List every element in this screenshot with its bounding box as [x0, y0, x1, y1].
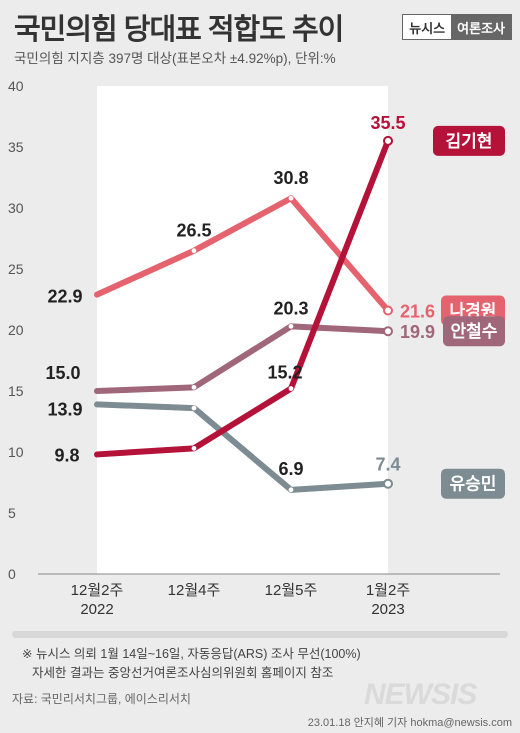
series-badge	[443, 316, 505, 347]
source-text: 자료: 국민리서치그룹, 에이스리서치	[12, 692, 191, 706]
data-point	[191, 248, 197, 254]
x-tick-label: 2022	[80, 601, 113, 618]
data-point	[191, 445, 197, 451]
data-label: 7.4	[375, 455, 400, 475]
data-label: 6.9	[278, 459, 303, 479]
y-tick-label: 15	[8, 383, 24, 399]
divider	[12, 631, 508, 638]
y-tick-label: 40	[8, 78, 24, 94]
data-point-end	[383, 135, 393, 146]
y-tick-label: 10	[8, 444, 24, 460]
data-label: 22.9	[47, 287, 82, 307]
series-badge-label: 김기현	[446, 132, 493, 151]
data-point-end	[383, 478, 393, 489]
series-line	[94, 323, 391, 394]
data-label: 20.3	[273, 298, 308, 318]
x-tick-label: 12월4주	[168, 582, 221, 599]
data-point-end	[383, 305, 393, 316]
x-tick-label: 2023	[371, 601, 404, 618]
y-tick-label: 5	[8, 505, 16, 521]
x-tick-label: 12월5주	[265, 582, 318, 599]
data-point	[288, 323, 294, 329]
series-line	[94, 195, 391, 314]
survey-note-detail: 자세한 결과는 중앙선거여론조사심의위원회 홈페이지 참조	[32, 666, 334, 680]
data-point	[288, 195, 294, 201]
brand-badge: 뉴시스 여론조사	[402, 14, 512, 40]
y-tick-label: 35	[8, 139, 24, 155]
data-label: 26.5	[176, 221, 211, 241]
data-point-end	[383, 326, 393, 337]
survey-note: ※ 뉴시스 의뢰 1월 14일~16일, 자동응답(ARS) 조사 무선(100…	[22, 647, 361, 661]
newsis-logo: NEWSIS	[364, 678, 477, 711]
data-label: 15.2	[267, 363, 302, 383]
data-point	[288, 386, 294, 391]
series-badge-label: 유승민	[450, 475, 497, 494]
series-badge-label: 나경원	[450, 301, 497, 320]
y-tick-label: 25	[8, 261, 24, 277]
data-label: 21.6	[400, 301, 435, 321]
brand-secondary: 여론조사	[451, 15, 511, 39]
series-line	[94, 137, 391, 458]
series-badge	[433, 125, 505, 156]
data-point	[191, 405, 197, 411]
chart-subtitle: 국민의힘 지지층 397명 대상(표본오차 ±4.92%p), 단위:%	[14, 51, 336, 66]
data-label: 19.9	[400, 322, 435, 342]
x-tick-label: 12월2주	[71, 582, 124, 599]
x-tick-label: 1월2주	[366, 582, 410, 599]
series-badge	[441, 468, 505, 499]
brand-primary: 뉴시스	[403, 15, 452, 39]
data-label: 30.8	[273, 168, 308, 188]
credit-text: 23.01.18 안지혜 기자 hokma@newsis.com	[307, 717, 512, 729]
data-label: 9.8	[54, 445, 79, 465]
line-chart: 0 5 10 15 20 25 30 35 40 12월2주 2022 12월4주 12월5주 1월2주 2…	[8, 78, 505, 618]
series-line	[94, 401, 391, 493]
data-label: 35.5	[370, 113, 405, 133]
data-point	[191, 384, 197, 390]
data-label: 15.0	[45, 363, 80, 383]
chart-title: 국민의힘 당대표 적합도 추이	[14, 14, 344, 46]
series-badge-label: 안철수	[451, 322, 498, 341]
y-tick-label: 20	[8, 322, 24, 338]
data-label: 13.9	[47, 399, 82, 419]
y-tick-label: 0	[8, 566, 16, 582]
y-tick-label: 30	[8, 200, 24, 216]
data-point	[288, 487, 294, 493]
